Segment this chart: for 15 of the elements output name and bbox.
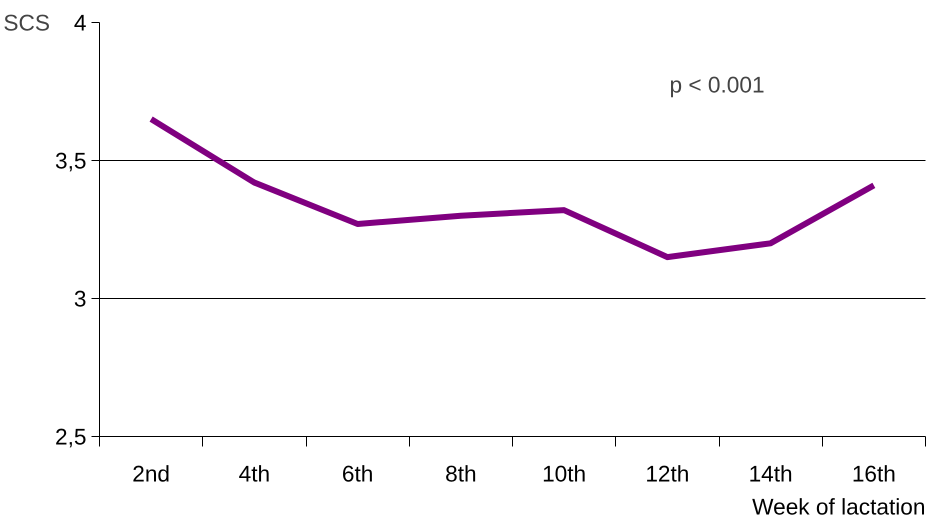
x-tick-label: 14th — [748, 460, 793, 486]
x-tick-label: 12th — [645, 460, 690, 486]
annotation: p < 0.001 — [669, 72, 765, 98]
y-tick-label: 3,5 — [55, 148, 87, 174]
x-tick-label: 4th — [238, 460, 270, 486]
y-tick-label: 2,5 — [55, 424, 87, 450]
x-tick-label: 10th — [542, 460, 586, 486]
y-axis-title: SCS — [3, 10, 50, 36]
x-tick-label: 8th — [445, 460, 477, 486]
y-tick-label: 3 — [74, 286, 87, 312]
y-tick-label: 4 — [74, 10, 87, 36]
x-axis-title: Week of lactation — [752, 494, 926, 520]
x-tick-label: 16th — [852, 460, 896, 486]
x-tick-label: 6th — [342, 460, 374, 486]
x-tick-label: 2nd — [132, 460, 170, 486]
